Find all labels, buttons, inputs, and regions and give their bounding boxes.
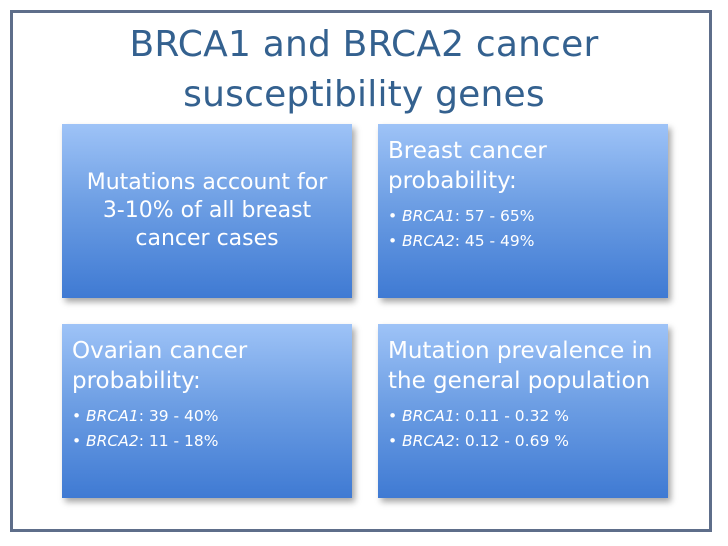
gene-name: BRCA2 <box>86 432 139 450</box>
list-item: BRCA2: 45 - 49% <box>388 229 658 254</box>
ovarian-cancer-list: BRCA1: 39 - 40% BRCA2: 11 - 18% <box>72 404 342 454</box>
ovarian-cancer-probability-box: Ovarian cancer probability: BRCA1: 39 - … <box>62 324 352 498</box>
breast-cancer-probability-box: Breast cancer probability: BRCA1: 57 - 6… <box>378 124 668 298</box>
ovarian-cancer-heading: Ovarian cancer probability: <box>72 338 248 394</box>
mutation-prevalence-heading: Mutation prevalence in the general popul… <box>388 338 653 394</box>
gene-value: : 45 - 49% <box>454 232 535 250</box>
gene-value: : 39 - 40% <box>138 407 219 425</box>
gene-name: BRCA1 <box>402 207 455 225</box>
mutations-account-text: Mutations account for 3-10% of all breas… <box>86 170 328 251</box>
list-item: BRCA1: 0.11 - 0.32 % <box>388 404 658 429</box>
gene-value: : 57 - 65% <box>454 207 535 225</box>
mutation-prevalence-box: Mutation prevalence in the general popul… <box>378 324 668 498</box>
gene-name: BRCA1 <box>402 407 455 425</box>
gene-value: : 0.11 - 0.32 % <box>454 407 569 425</box>
gene-name: BRCA2 <box>402 232 455 250</box>
list-item: BRCA1: 57 - 65% <box>388 204 658 229</box>
list-item: BRCA2: 11 - 18% <box>72 429 342 454</box>
mutation-prevalence-list: BRCA1: 0.11 - 0.32 % BRCA2: 0.12 - 0.69 … <box>388 404 658 454</box>
breast-cancer-list: BRCA1: 57 - 65% BRCA2: 45 - 49% <box>388 204 658 254</box>
list-item: BRCA1: 39 - 40% <box>72 404 342 429</box>
gene-value: : 0.12 - 0.69 % <box>454 432 569 450</box>
gene-value: : 11 - 18% <box>138 432 219 450</box>
list-item: BRCA2: 0.12 - 0.69 % <box>388 429 658 454</box>
breast-cancer-heading: Breast cancer probability: <box>388 138 547 194</box>
mutations-account-box: Mutations account for 3-10% of all breas… <box>62 124 352 298</box>
gene-name: BRCA2 <box>402 432 455 450</box>
slide-frame <box>10 10 712 532</box>
slide-title: BRCA1 and BRCA2 cancer susceptibility ge… <box>129 24 599 115</box>
gene-name: BRCA1 <box>86 407 139 425</box>
